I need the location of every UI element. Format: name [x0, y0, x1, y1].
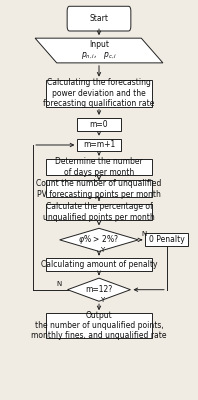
Text: N: N — [141, 231, 147, 237]
Text: Input
$p_{n,i}$,   $p_{c,i}$: Input $p_{n,i}$, $p_{c,i}$ — [81, 40, 117, 61]
Text: $\varphi$% > 2%?: $\varphi$% > 2%? — [78, 233, 120, 246]
Text: N: N — [56, 281, 62, 287]
Text: Output
the number of unqualified points,
monthly fines, and unqualified rate: Output the number of unqualified points,… — [31, 311, 167, 340]
Text: Y: Y — [100, 297, 104, 303]
Polygon shape — [68, 278, 130, 301]
Text: Y: Y — [100, 247, 104, 253]
Text: Calculate the percentage of
unqualified points per month: Calculate the percentage of unqualified … — [43, 202, 155, 222]
Text: Calculating the forecasting
power deviation and the
forecasting qualification ra: Calculating the forecasting power deviat… — [43, 78, 155, 108]
Bar — [46, 158, 152, 175]
Text: Count the number of unqualified
PV forecasting points per month: Count the number of unqualified PV forec… — [36, 179, 162, 198]
Bar — [46, 313, 152, 338]
Bar — [77, 139, 121, 151]
Bar — [145, 234, 188, 246]
FancyBboxPatch shape — [67, 6, 131, 31]
Text: m=m+1: m=m+1 — [83, 140, 115, 150]
Text: Calculating amount of penalty: Calculating amount of penalty — [41, 260, 157, 269]
Bar — [46, 258, 152, 271]
Text: m=12?: m=12? — [85, 285, 113, 294]
Bar — [46, 180, 152, 197]
Bar — [46, 204, 152, 220]
Text: Determine the number
of days per month: Determine the number of days per month — [55, 157, 143, 177]
Polygon shape — [35, 38, 163, 63]
Text: 0 Penalty: 0 Penalty — [149, 235, 185, 244]
Bar — [46, 80, 152, 107]
Text: Start: Start — [89, 14, 109, 23]
Polygon shape — [60, 228, 138, 252]
Text: m=0: m=0 — [90, 120, 108, 129]
Bar — [77, 118, 121, 131]
